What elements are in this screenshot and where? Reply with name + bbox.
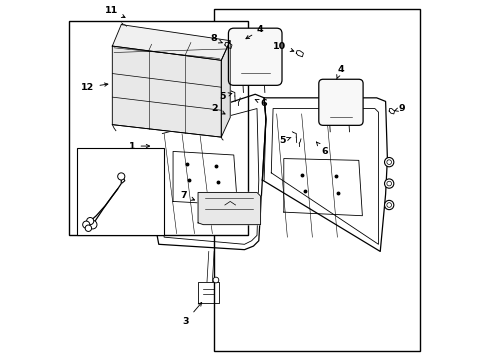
Circle shape	[82, 221, 90, 228]
Text: 11: 11	[104, 6, 125, 18]
Text: 2: 2	[211, 104, 224, 114]
Circle shape	[86, 217, 94, 225]
Circle shape	[386, 160, 391, 165]
FancyBboxPatch shape	[228, 28, 282, 85]
Circle shape	[386, 181, 391, 186]
Polygon shape	[198, 193, 260, 225]
Text: 12: 12	[81, 83, 108, 92]
Polygon shape	[221, 41, 230, 137]
Circle shape	[213, 277, 218, 283]
Circle shape	[384, 179, 393, 188]
Circle shape	[85, 225, 91, 231]
Text: 6: 6	[316, 142, 327, 156]
Circle shape	[386, 203, 391, 207]
Circle shape	[118, 173, 124, 180]
Text: 5: 5	[219, 91, 231, 100]
Text: 5: 5	[279, 136, 290, 145]
Text: 1: 1	[129, 141, 149, 150]
Text: 10: 10	[273, 41, 293, 51]
Polygon shape	[112, 24, 230, 60]
Text: 4: 4	[245, 26, 263, 39]
Text: 13: 13	[130, 205, 150, 215]
Text: 8: 8	[209, 35, 222, 44]
Polygon shape	[112, 46, 221, 137]
Text: 4: 4	[336, 65, 343, 79]
Text: 9: 9	[394, 104, 404, 113]
Bar	[69, 21, 247, 235]
FancyBboxPatch shape	[318, 79, 363, 125]
Bar	[77, 148, 164, 235]
Text: 7: 7	[181, 191, 194, 200]
Circle shape	[384, 157, 393, 167]
Text: 6: 6	[255, 99, 266, 108]
Text: 3: 3	[182, 302, 201, 325]
Bar	[214, 9, 419, 351]
Circle shape	[384, 201, 393, 210]
Circle shape	[88, 220, 97, 229]
